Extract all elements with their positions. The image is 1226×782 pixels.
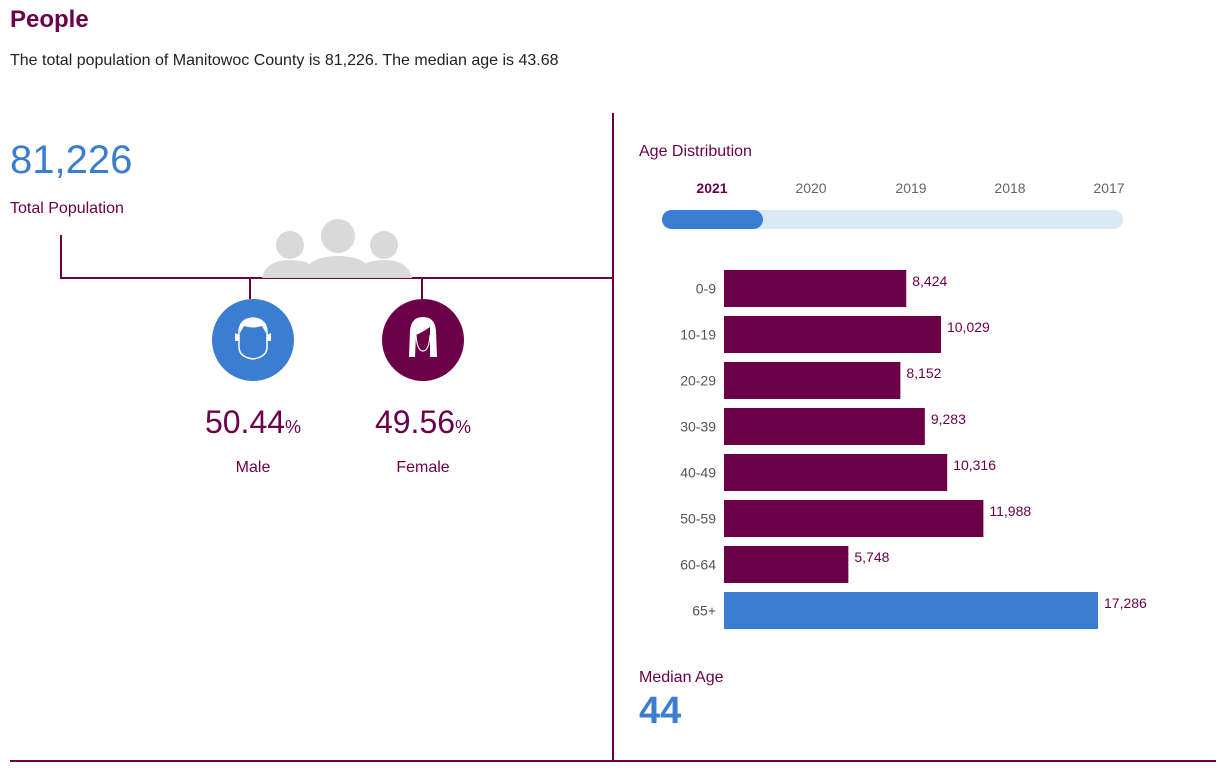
age-category-label: 30-39 [680,419,716,435]
bottom-divider [10,760,1216,762]
age-bar[interactable] [724,592,1098,629]
male-avatar [212,299,294,381]
connector-vertical-left [60,235,62,279]
age-bar-value-label: 8,152 [906,365,941,381]
age-distribution-title: Age Distribution [639,143,752,160]
year-tab-2017[interactable]: 2017 [1093,180,1125,196]
vertical-divider [612,113,614,761]
age-bar-value-label: 17,286 [1104,595,1147,611]
age-bar-value-label: 5,748 [854,549,889,565]
year-selector: 2021 2020 2019 2018 2017 [662,180,1142,200]
year-slider-track[interactable] [662,210,1123,229]
median-age-label: Median Age [639,669,724,686]
year-tab-2020[interactable]: 2020 [795,180,827,196]
age-bar[interactable] [724,454,948,491]
age-category-label: 10-19 [680,327,716,343]
age-category-label: 20-29 [680,373,716,389]
male-face-icon [235,317,271,360]
age-bar-value-label: 8,424 [912,273,947,289]
connector-horizontal [60,277,613,279]
median-age-value: 44 [639,690,682,732]
population-summary: The total population of Manitowoc County… [10,52,559,69]
age-bar-value-label: 10,029 [947,319,990,335]
male-percentage: 50.44% [153,404,353,441]
male-percentage-unit: % [285,417,302,437]
age-category-label: 40-49 [680,465,716,481]
year-tab-2018[interactable]: 2018 [994,180,1026,196]
connector-female [421,277,423,299]
age-category-label: 50-59 [680,511,716,527]
age-bar-value-label: 11,988 [989,503,1031,519]
female-label: Female [396,459,450,476]
year-tab-2019[interactable]: 2019 [895,180,927,196]
age-bars-svg: 0-9 8,424 10-19 10,029 20-29 8,152 30-39 9,283 4… [680,270,1147,629]
female-percentage-value: 49.56 [374,404,456,440]
age-bar[interactable] [724,316,941,353]
connector-male [249,277,251,299]
female-percentage-unit: % [455,417,472,437]
age-bar[interactable] [724,500,984,537]
age-bar[interactable] [724,408,925,445]
year-tab-2021[interactable]: 2021 [696,180,728,196]
total-population-value: 81,226 [10,138,133,182]
age-bar[interactable] [724,270,907,307]
year-slider-handle[interactable] [662,210,763,229]
page-title: People [10,6,89,33]
age-bar-value-label: 10,316 [953,457,996,473]
age-bar[interactable] [724,546,849,583]
age-distribution-chart: 0-9 8,424 10-19 10,029 20-29 8,152 30-39 9,283 4… [640,262,1180,639]
female-face-icon [409,317,437,357]
female-percentage: 49.56% [323,404,523,441]
people-group-icon [262,218,412,283]
male-label: Male [235,459,271,476]
age-category-label: 0-9 [696,281,716,297]
male-percentage-value: 50.44 [204,404,286,440]
female-avatar [382,299,464,381]
total-population-label: Total Population [10,200,124,217]
age-category-label: 65+ [692,603,716,619]
age-category-label: 60-64 [680,557,716,573]
age-bar-value-label: 9,283 [931,411,966,427]
age-bar[interactable] [724,362,901,399]
